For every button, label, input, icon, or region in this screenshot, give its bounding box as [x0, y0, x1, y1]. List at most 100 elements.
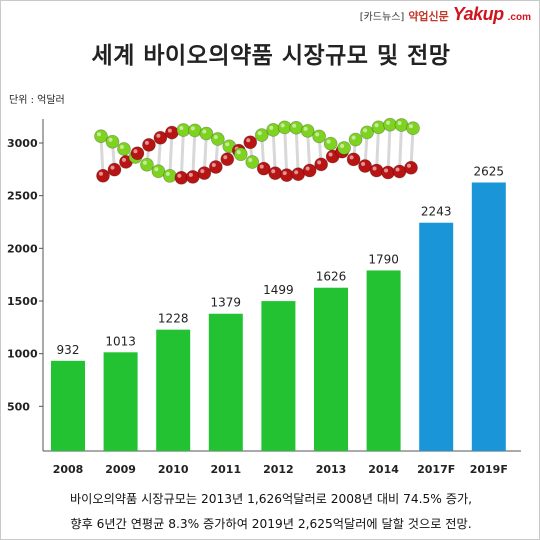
dna-bead-strand-a	[358, 159, 372, 173]
dna-bead-strand-a	[346, 152, 361, 167]
dna-bead-strand-b	[176, 123, 191, 137]
dna-bead-highlight	[328, 152, 333, 157]
dna-bead-highlight	[361, 161, 366, 166]
bar-2012	[261, 301, 296, 451]
dna-rung	[283, 127, 289, 176]
unit-label: 단위 : 억달러	[9, 95, 65, 106]
dna-bead-highlight	[156, 133, 161, 138]
bar-2014	[366, 270, 401, 451]
yakup-logo: Yakup	[452, 4, 504, 24]
dna-bead-strand-b	[233, 147, 248, 162]
dna-bead-highlight	[246, 138, 251, 143]
dna-bead-strand-a	[381, 165, 395, 180]
dna-bead-highlight	[202, 129, 207, 134]
y-tick-label: 2500	[7, 190, 38, 203]
x-category-label: 2010	[158, 463, 189, 476]
dna-rung	[191, 130, 197, 177]
y-axis-ticks: 500 1000 1500 2000 2500 3000	[7, 137, 43, 413]
card-news-tag: [카드뉴스]	[359, 12, 405, 23]
x-category-label: 2012	[263, 463, 294, 476]
dna-bead-highlight	[349, 155, 354, 160]
bar-value-label: 1013	[105, 334, 136, 348]
dna-bead-strand-b	[348, 132, 363, 147]
dna-bead-strand-a	[174, 170, 189, 185]
dna-bead-highlight	[236, 150, 241, 155]
dna-rung	[202, 133, 208, 174]
dna-bead-highlight	[280, 123, 285, 128]
bar-2017F	[419, 222, 454, 451]
x-category-label: 2008	[53, 463, 84, 476]
dna-bead-highlight	[97, 132, 101, 137]
bar-2019F	[471, 182, 506, 451]
dna-rung	[375, 127, 381, 171]
caption-line-1: 바이오의약품 시장규모는 2013년 1,626억달러로 2008년 대비 74…	[69, 492, 473, 506]
dna-bead-highlight	[211, 163, 216, 168]
dna-bead-strand-a	[220, 152, 235, 167]
dna-bead-highlight	[99, 171, 103, 176]
dna-bead-highlight	[407, 163, 411, 168]
dna-bead-highlight	[248, 158, 253, 163]
dna-rung	[386, 124, 392, 173]
dna-bead-strand-b	[383, 117, 397, 132]
dna-bead-highlight	[374, 123, 379, 128]
bar-value-label: 932	[57, 343, 80, 357]
dna-rung	[271, 129, 277, 174]
dna-bead-strand-a	[185, 169, 200, 184]
x-category-label: 2017F	[417, 463, 455, 476]
bar-value-label: 1499	[263, 283, 294, 297]
x-category-label: 2011	[210, 463, 241, 476]
dna-bead-strand-b	[130, 146, 145, 161]
dna-bead-strand-b	[107, 162, 122, 177]
dna-bead-strand-b	[279, 168, 294, 183]
dna-bead-strand-b	[337, 141, 352, 155]
dna-bead-strand-b	[245, 155, 260, 169]
y-tick-label: 2000	[7, 242, 38, 255]
dna-bead-strand-b	[256, 161, 271, 176]
bar-value-label: 1228	[158, 312, 189, 326]
dna-bead-strand-a	[404, 160, 418, 175]
dna-bead-strand-a	[208, 160, 223, 174]
dna-bead-strand-a	[140, 157, 154, 172]
dna-bead-highlight	[372, 166, 377, 171]
dna-bead-strand-a	[254, 128, 269, 142]
dna-bead-strand-a	[162, 168, 177, 183]
dna-bead-highlight	[154, 167, 159, 172]
brand-header: [카드뉴스] 약업신문 Yakup .com	[360, 4, 531, 25]
bar-2011	[208, 313, 243, 451]
dna-bead-highlight	[384, 168, 389, 173]
x-category-label: 2013	[316, 463, 347, 476]
y-tick-label: 1000	[7, 348, 38, 361]
dna-bead-strand-b	[314, 157, 329, 172]
x-category-label: 2009	[105, 463, 136, 476]
bars-group: 932 1013 1228 1379 1499 1626 1790 2243 2625	[51, 165, 506, 451]
dna-bead-highlight	[315, 132, 320, 137]
dna-bead-strand-b	[187, 123, 202, 138]
dna-rung	[306, 130, 312, 171]
dna-bead-strand-a	[392, 164, 407, 179]
bar-2010	[156, 329, 191, 451]
y-axis: 500 1000 1500 2000 2500 3000	[7, 119, 44, 451]
dna-rung	[168, 132, 174, 176]
y-tick-label: 500	[7, 400, 30, 413]
x-category-label: 2014	[368, 463, 399, 476]
dna-bead-highlight	[108, 137, 113, 142]
bar-value-label: 2243	[421, 205, 452, 219]
dna-bead-highlight	[121, 157, 126, 162]
dna-bead-strand-b	[153, 130, 168, 145]
dna-bead-highlight	[326, 139, 331, 144]
dna-bead-highlight	[165, 171, 170, 176]
bar-value-label: 1790	[368, 252, 399, 266]
dna-rung	[398, 124, 404, 172]
dna-rung	[179, 129, 185, 178]
dna-bead-highlight	[386, 120, 391, 125]
dna-bead-strand-a	[369, 163, 384, 178]
dna-bead-strand-a	[197, 166, 212, 181]
yakup-logo-domain: .com	[507, 12, 531, 23]
x-category-label: 2019F	[470, 463, 508, 476]
dna-bead-strand-b	[96, 168, 110, 183]
dna-bead-strand-b	[210, 132, 225, 146]
publisher-name: 약업신문	[408, 10, 449, 23]
bar-value-label: 1626	[316, 270, 347, 284]
